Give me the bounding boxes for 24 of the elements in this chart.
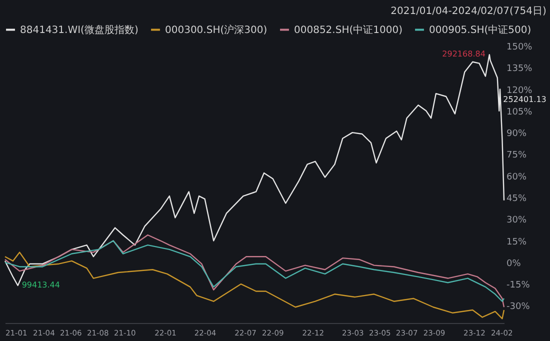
y-tick-label: 45% (506, 194, 527, 204)
legend-label: 000905.SH(中证500) (429, 24, 532, 36)
y-tick-label: 105% (506, 107, 533, 118)
y-tick-label: 30% (506, 216, 527, 226)
chart-subtitle: 2021/01/04-2024/02/07(754日) (390, 6, 546, 17)
annotation: 292168.84 (442, 50, 486, 59)
y-tick-label: 60% (506, 172, 527, 182)
y-tick-label: 0% (506, 258, 522, 269)
line-series (4, 240, 505, 302)
legend-label: 000852.SH(中证1000) (294, 24, 403, 36)
annotation: 99413.44 (22, 280, 60, 290)
legend-label: 8841431.WI(微盘股指数) (20, 24, 138, 36)
y-tick-label: -15% (506, 280, 530, 291)
y-tick-label: 75% (506, 150, 527, 161)
y-tick-label: 15% (506, 237, 527, 248)
line-series (4, 252, 505, 320)
y-tick-label: -30% (506, 302, 530, 312)
y-tick-label: 150% (506, 42, 533, 52)
y-tick-label: 135% (506, 64, 533, 74)
legend-label: 000300.SH(沪深300) (165, 24, 268, 36)
annotation: 252401.13 (503, 94, 546, 104)
y-tick-label: 90% (506, 129, 527, 140)
line-series (4, 234, 505, 308)
y-tick-label: 120% (506, 86, 533, 96)
